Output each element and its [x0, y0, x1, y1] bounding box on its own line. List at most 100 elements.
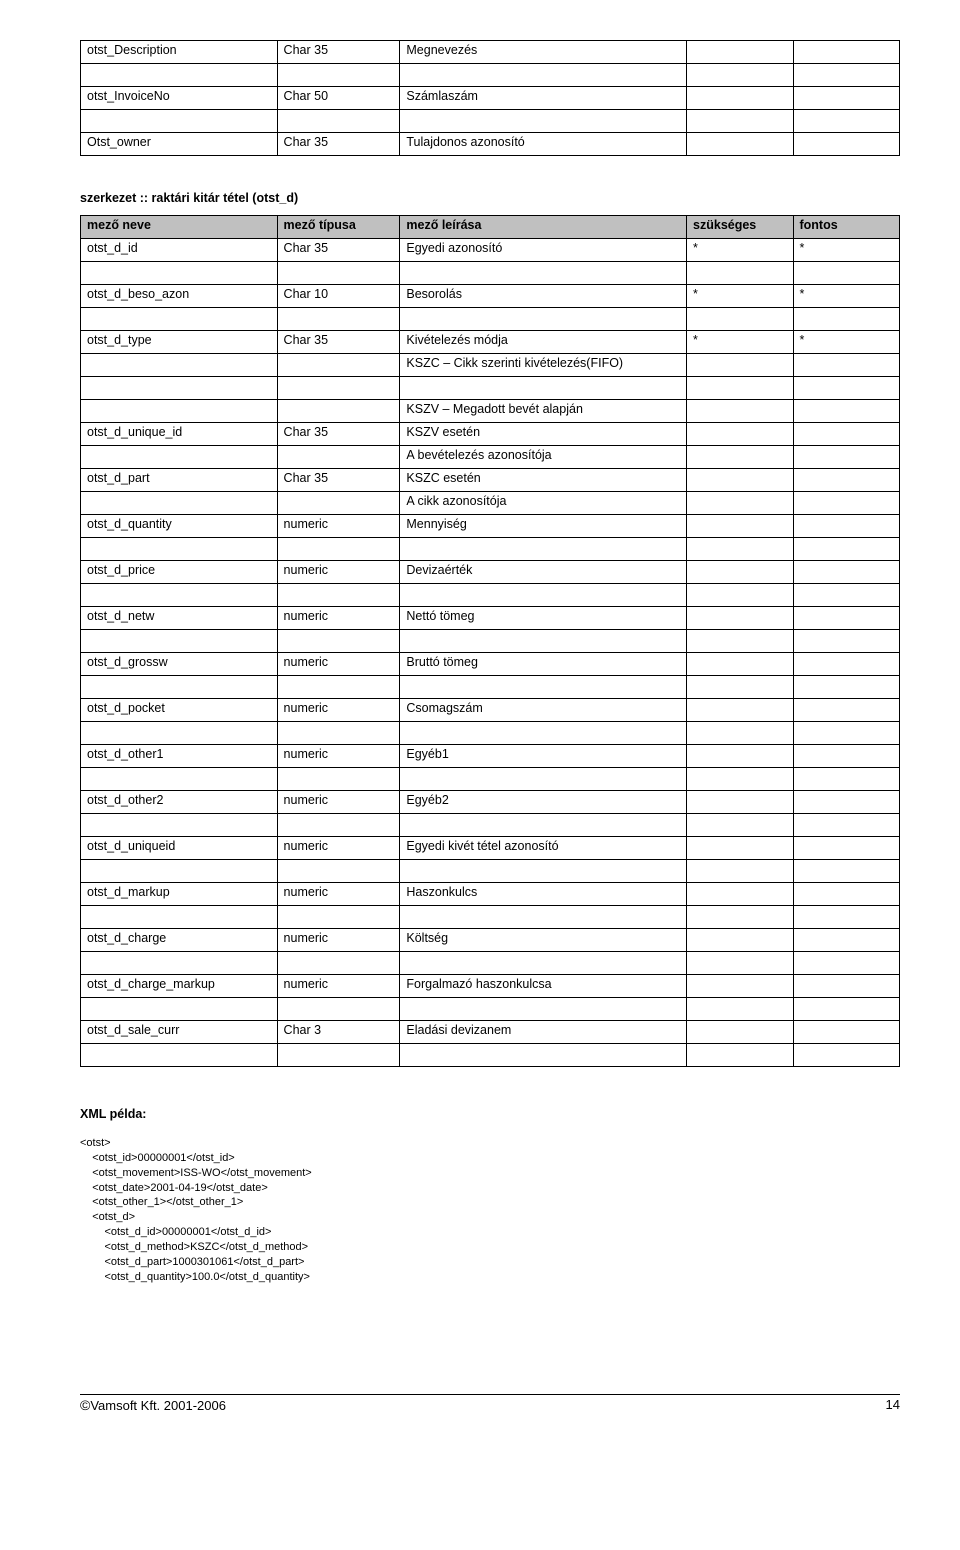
table-cell: [81, 630, 278, 653]
table-cell: [400, 676, 687, 699]
table-row: otst_InvoiceNoChar 50Számlaszám: [81, 87, 900, 110]
table-cell: [81, 952, 278, 975]
table-cell: otst_d_uniqueid: [81, 837, 278, 860]
table-cell: [277, 354, 400, 377]
table-cell: [687, 41, 793, 64]
table-row: otst_d_beso_azonChar 10Besorolás**: [81, 285, 900, 308]
table-cell: [400, 262, 687, 285]
table-cell: otst_d_id: [81, 239, 278, 262]
table-cell: numeric: [277, 975, 400, 998]
table-cell: [277, 262, 400, 285]
table-cell: [277, 814, 400, 837]
table-cell: [687, 469, 793, 492]
table-cell: [793, 653, 900, 676]
table-row: otst_d_partChar 35KSZC esetén: [81, 469, 900, 492]
table-cell: numeric: [277, 561, 400, 584]
table-cell: [81, 492, 278, 515]
table-cell: [687, 975, 793, 998]
table-cell: [400, 1044, 687, 1067]
table-cell: [793, 308, 900, 331]
table-row: otst_d_netwnumericNettó tömeg: [81, 607, 900, 630]
table-cell: Besorolás: [400, 285, 687, 308]
table-row: otst_DescriptionChar 35Megnevezés: [81, 41, 900, 64]
table-cell: [793, 929, 900, 952]
table-cell: [793, 492, 900, 515]
table-cell: [793, 400, 900, 423]
table-cell: [687, 262, 793, 285]
table-cell: [687, 929, 793, 952]
table-cell: Haszonkulcs: [400, 883, 687, 906]
table-cell: Char 35: [277, 469, 400, 492]
table-cell: *: [687, 285, 793, 308]
table-cell: [277, 400, 400, 423]
table-cell: [81, 110, 278, 133]
table-cell: Char 35: [277, 239, 400, 262]
table-cell: numeric: [277, 929, 400, 952]
table-cell: Char 3: [277, 1021, 400, 1044]
table-cell: [277, 676, 400, 699]
table-cell: *: [793, 285, 900, 308]
table-cell: Char 35: [277, 133, 400, 156]
table-cell: [81, 400, 278, 423]
table-cell: Bruttó tömeg: [400, 653, 687, 676]
table-header-row: mező neve mező típusa mező leírása szüks…: [81, 216, 900, 239]
table-row: [81, 308, 900, 331]
page-footer: ©Vamsoft Kft. 2001-2006 14: [80, 1394, 900, 1413]
table-row: KSZV – Megadott bevét alapján: [81, 400, 900, 423]
table-cell: [793, 538, 900, 561]
table-cell: KSZV esetén: [400, 423, 687, 446]
table-cell: otst_d_netw: [81, 607, 278, 630]
table-cell: [81, 998, 278, 1021]
xml-example-heading: XML példa:: [80, 1107, 900, 1121]
table-row: [81, 814, 900, 837]
table-cell: [793, 791, 900, 814]
table-cell: Számlaszám: [400, 87, 687, 110]
table-cell: Char 50: [277, 87, 400, 110]
table-row: [81, 64, 900, 87]
table-row: A bevételezés azonosítója: [81, 446, 900, 469]
table-cell: [793, 745, 900, 768]
table-cell: [793, 837, 900, 860]
table-cell: [277, 1044, 400, 1067]
table-cell: [687, 998, 793, 1021]
table-cell: [687, 400, 793, 423]
table-cell: [793, 630, 900, 653]
table-cell: [400, 110, 687, 133]
table-cell: [687, 653, 793, 676]
table-row: otst_d_chargenumericKöltség: [81, 929, 900, 952]
table-cell: [687, 860, 793, 883]
table-cell: [81, 676, 278, 699]
table-cell: [793, 561, 900, 584]
table-cell: [687, 883, 793, 906]
table-cell: *: [687, 331, 793, 354]
table-cell: Mennyiség: [400, 515, 687, 538]
table-cell: otst_d_other1: [81, 745, 278, 768]
table-cell: otst_d_charge_markup: [81, 975, 278, 998]
table-cell: Char 35: [277, 423, 400, 446]
table-cell: Devizaérték: [400, 561, 687, 584]
table-row: Otst_ownerChar 35Tulajdonos azonosító: [81, 133, 900, 156]
table-row: [81, 906, 900, 929]
table-row: otst_d_uniqueidnumericEgyedi kivét tétel…: [81, 837, 900, 860]
table-cell: [277, 952, 400, 975]
table-cell: [400, 377, 687, 400]
table-cell: otst_d_charge: [81, 929, 278, 952]
table-row: [81, 110, 900, 133]
table-cell: [793, 860, 900, 883]
table-cell: Nettó tömeg: [400, 607, 687, 630]
table-cell: [277, 860, 400, 883]
table-cell: numeric: [277, 791, 400, 814]
table-row: [81, 1044, 900, 1067]
page-number: 14: [886, 1397, 900, 1413]
table-row: otst_d_sale_currChar 3Eladási devizanem: [81, 1021, 900, 1044]
table-row: A cikk azonosítója: [81, 492, 900, 515]
table-row: [81, 768, 900, 791]
table-cell: [81, 906, 278, 929]
table-cell: [793, 469, 900, 492]
table-cell: [793, 975, 900, 998]
table-cell: [793, 423, 900, 446]
col-header: mező típusa: [277, 216, 400, 239]
table-cell: [793, 515, 900, 538]
table-cell: numeric: [277, 515, 400, 538]
table-cell: [793, 676, 900, 699]
